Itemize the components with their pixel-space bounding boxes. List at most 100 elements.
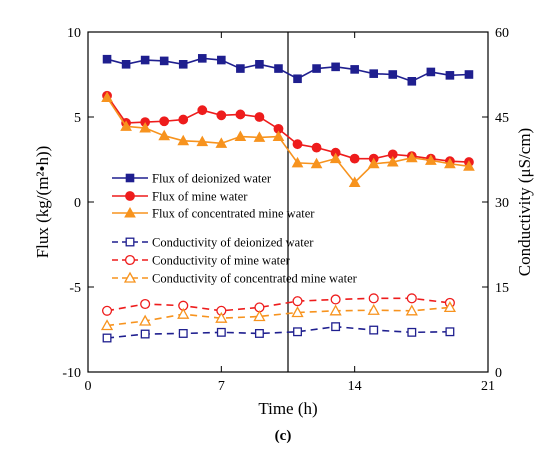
legend-entry: Flux of concentrated mine water: [112, 207, 315, 221]
circle-marker: [124, 254, 136, 266]
square-marker: [125, 173, 135, 183]
x-tick-label: 14: [348, 379, 362, 394]
triangle-marker: [386, 156, 399, 167]
triangle-marker: [139, 122, 151, 133]
triangle-marker: [444, 157, 456, 169]
square-marker: [216, 327, 226, 337]
y-right-tick-label: 60: [495, 26, 509, 41]
y-right-tick-label: 15: [495, 281, 509, 296]
circle-marker: [178, 114, 189, 125]
legend-entry: Flux of deionized water: [112, 172, 272, 186]
square-marker: [331, 62, 340, 72]
plot-marks: [100, 32, 475, 372]
x-axis-title: Time (h): [258, 399, 317, 418]
triangle-marker: [100, 319, 114, 331]
square-marker: [102, 54, 112, 64]
legend-entry: Flux of mine water: [112, 190, 248, 204]
triangle-marker: [196, 135, 209, 147]
square-marker: [426, 67, 436, 77]
series-6: [100, 301, 457, 331]
square-marker: [178, 60, 188, 69]
circle-marker: [406, 293, 417, 304]
legend-entry: Conductivity of mine water: [112, 254, 291, 268]
triangle-marker: [367, 303, 380, 315]
y-right-tick-label: 0: [495, 366, 502, 381]
series-line: [106, 306, 450, 327]
triangle-marker: [291, 306, 304, 318]
square-marker: [197, 54, 207, 63]
triangle-marker: [177, 307, 190, 319]
axes: 0 7 14 21 -10 -5 0 5 10 0 15 30 45 60: [62, 26, 509, 394]
circle-marker: [292, 296, 303, 307]
series-1: [102, 54, 474, 86]
triangle-marker: [405, 151, 418, 163]
x-tick-label: 0: [85, 379, 92, 394]
circle-marker: [235, 109, 246, 120]
legend-label: Conductivity of deionized water: [152, 236, 314, 250]
square-marker: [178, 329, 188, 338]
y-left-tick-label: -5: [69, 281, 81, 296]
circle-marker: [368, 293, 379, 304]
square-marker: [140, 55, 150, 65]
triangle-marker: [158, 129, 171, 141]
legend: Flux of deionized water Flux of mine wate…: [112, 172, 358, 286]
square-marker: [121, 60, 131, 69]
series-4: [102, 322, 455, 343]
circle-marker: [254, 112, 265, 122]
triangle-marker: [177, 134, 190, 146]
legend-entry: Conductivity of concentrated mine water: [112, 272, 358, 286]
square-marker: [388, 70, 398, 79]
circle-marker: [197, 105, 208, 116]
triangle-marker: [234, 130, 247, 142]
triangle-marker: [120, 120, 132, 131]
legend-label: Flux of deionized water: [152, 172, 272, 186]
circle-marker: [140, 298, 151, 310]
triangle-marker: [348, 176, 361, 187]
circle-marker: [159, 116, 170, 127]
triangle-marker: [329, 304, 342, 316]
legend-label: Conductivity of concentrated mine water: [152, 272, 358, 286]
triangle-marker: [215, 311, 228, 323]
square-marker: [274, 64, 283, 73]
triangle-marker: [123, 271, 137, 283]
triangle-marker: [463, 160, 475, 171]
square-marker: [236, 64, 245, 73]
triangle-marker: [139, 314, 152, 326]
triangle-marker: [124, 206, 136, 218]
square-marker: [369, 69, 379, 78]
y-left-tick-label: 0: [74, 196, 81, 211]
y-left-tick-label: -10: [62, 366, 81, 381]
y-left-tick-label: 5: [74, 111, 81, 126]
square-marker: [464, 70, 474, 79]
series-5: [101, 293, 455, 316]
y-axis-right-title: Conductivity (μS/cm): [515, 128, 534, 276]
series-line: [106, 325, 450, 339]
circle-marker: [349, 153, 360, 164]
series-3: [101, 91, 475, 187]
y-axis-left-title: Flux (kg/(m²•h)): [33, 146, 52, 259]
square-marker: [125, 237, 135, 247]
circle-marker: [125, 191, 135, 201]
circle-marker: [216, 110, 227, 121]
square-marker: [293, 74, 302, 84]
square-marker: [254, 329, 264, 338]
square-marker: [407, 77, 417, 86]
triangle-marker: [310, 157, 323, 169]
triangle-marker: [291, 156, 304, 168]
square-marker: [217, 55, 226, 65]
legend-label: Flux of concentrated mine water: [152, 207, 315, 221]
triangle-marker: [425, 154, 437, 165]
square-marker: [159, 56, 169, 66]
square-marker: [445, 327, 455, 337]
circle-marker: [330, 294, 341, 305]
y-right-tick-label: 30: [495, 196, 509, 211]
square-marker: [312, 64, 321, 73]
square-marker: [102, 333, 112, 343]
square-marker: [445, 71, 455, 80]
triangle-marker: [329, 152, 342, 164]
square-marker: [407, 327, 417, 337]
square-marker: [369, 325, 379, 335]
triangle-marker: [405, 304, 418, 316]
triangle-marker: [253, 310, 266, 322]
